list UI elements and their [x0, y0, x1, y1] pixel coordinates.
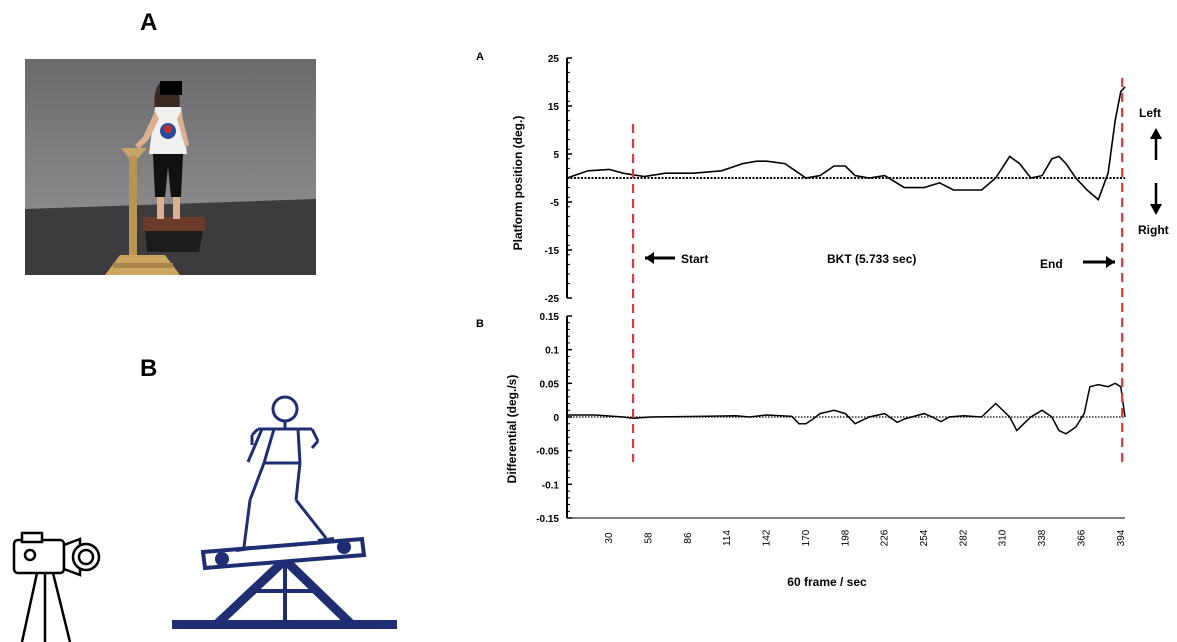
differential-series — [567, 382, 1126, 435]
x-tick-label: 338 — [1037, 529, 1048, 546]
y-tick-label: -0.05 — [536, 447, 559, 458]
y-axis-title: Platform position (deg.) — [511, 116, 525, 251]
x-tick-label: 114 — [722, 530, 733, 546]
y-tick-label: -0.15 — [536, 514, 559, 525]
x-tick-label: 86 — [683, 532, 694, 544]
platform-chart: A B 25 15 5 -5 -15 -25 Platform position (deg.… — [476, 51, 1169, 589]
x-tick-label: 142 — [762, 529, 773, 546]
x-tick-label: 198 — [840, 529, 851, 546]
stick-figure — [235, 395, 335, 552]
end-arrow-icon — [1083, 256, 1115, 268]
video-camera-icon — [12, 531, 101, 642]
y-tick-label: 0.05 — [540, 379, 560, 390]
y-tick-label: -0.1 — [542, 480, 560, 491]
left-direction-label: Left — [1139, 106, 1161, 120]
arrow-head — [645, 252, 654, 264]
x-tick-label: 226 — [880, 529, 891, 546]
platform-position-series — [566, 86, 1126, 201]
chart-annotations: Start BKT (5.733 sec) End Left Right — [631, 78, 1169, 462]
panel-label-a: A — [140, 9, 158, 36]
x-axis-title: 60 frame / sec — [787, 575, 867, 589]
x-tick-label: 254 — [919, 529, 930, 546]
seesaw-board — [200, 536, 367, 571]
x-tick-label: 30 — [604, 532, 615, 544]
panel-label-b: B — [140, 355, 158, 382]
right-direction-label: Right — [1138, 223, 1169, 237]
apparatus-diagram — [12, 395, 397, 642]
end-label: End — [1040, 257, 1063, 271]
standing-person — [135, 81, 189, 219]
bkt-duration-label: BKT (5.733 sec) — [827, 252, 916, 266]
up-arrow-head — [1150, 128, 1162, 139]
y-tick-label: 0.15 — [540, 312, 560, 323]
wooden-support-stand — [105, 148, 180, 275]
y-tick-label: -15 — [545, 246, 560, 257]
axes-differential: 0.15 0.1 0.05 0 -0.05 -0.1 -0.15 30 58 86 114 142 17… — [505, 312, 1127, 589]
x-tick-label: 394 — [1116, 529, 1127, 546]
x-tick-label: 170 — [801, 529, 812, 546]
start-label: Start — [681, 252, 708, 266]
x-tick-label: 366 — [1076, 529, 1087, 546]
y-tick-label: 5 — [553, 150, 559, 161]
subpanel-label-b: B — [476, 318, 484, 330]
seesaw-base — [172, 545, 397, 629]
experiment-photo — [25, 59, 316, 275]
y-tick-label: 0 — [553, 413, 559, 424]
down-arrow-head — [1150, 204, 1162, 215]
y-tick-label: -25 — [545, 294, 560, 305]
balance-platform — [143, 217, 205, 252]
arrow-head — [1106, 256, 1115, 268]
y-tick-label: -5 — [550, 198, 559, 209]
y-tick-label: 15 — [548, 102, 560, 113]
start-arrow-icon — [645, 252, 675, 264]
x-tick-label: 58 — [644, 532, 655, 544]
y-tick-label: 0.1 — [545, 346, 559, 357]
axes-platform-position: 25 15 5 -5 -15 -25 Platform position (deg.) — [511, 54, 1126, 305]
x-tick-label: 282 — [958, 529, 969, 546]
y-axis-title: Differential (deg./s) — [505, 375, 519, 484]
subpanel-label-a: A — [476, 51, 484, 63]
x-tick-label: 310 — [998, 529, 1009, 546]
y-tick-label: 25 — [548, 54, 560, 65]
